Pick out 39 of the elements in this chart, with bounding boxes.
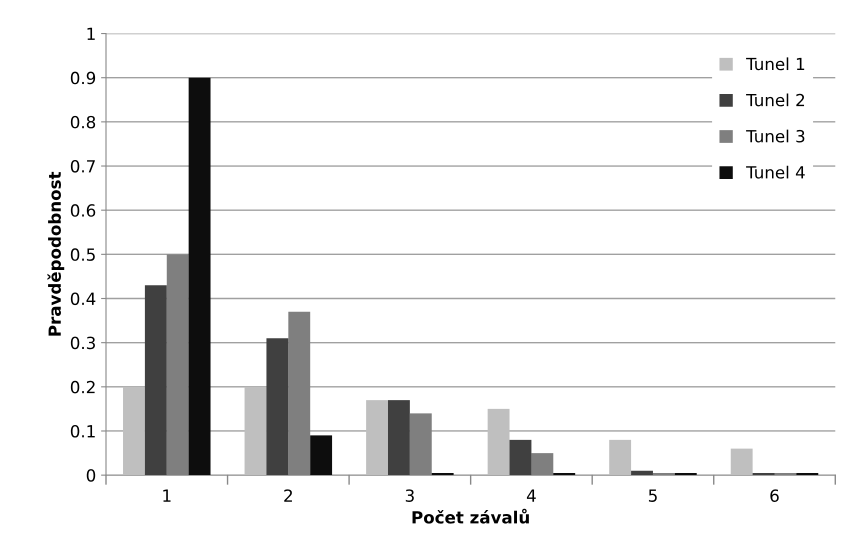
legend-label: Tunel 3 xyxy=(746,130,804,143)
legend-label: Tunel 1 xyxy=(746,57,804,70)
x-tick-label: 5 xyxy=(648,490,657,502)
x-tick-label: 4 xyxy=(526,490,536,502)
y-tick-label: 0.3 xyxy=(70,336,95,350)
y-tick-label: 0.1 xyxy=(70,424,95,438)
bar xyxy=(609,440,632,476)
bar xyxy=(388,400,410,476)
y-tick-label: 0.4 xyxy=(70,292,96,306)
bar xyxy=(510,440,532,476)
x-tick-label: 6 xyxy=(770,489,779,502)
x-axis-title: Počet závalů xyxy=(412,508,529,524)
bar xyxy=(123,386,145,476)
bar xyxy=(144,285,167,476)
legend-label: Tunel 4 xyxy=(746,166,805,179)
bar xyxy=(488,408,510,476)
y-tick-label: 0 xyxy=(86,469,96,482)
bar xyxy=(366,400,388,476)
bar xyxy=(631,470,653,476)
legend-label: Tunel 2 xyxy=(746,94,804,106)
y-tick-label: 0.8 xyxy=(70,116,96,128)
bar xyxy=(730,448,753,476)
y-tick-label: 0.2 xyxy=(70,380,95,394)
y-tick-label: 0.9 xyxy=(70,72,96,84)
y-tick-label: 0.7 xyxy=(70,160,95,173)
y-tick-label: 1 xyxy=(88,28,95,40)
bar xyxy=(188,78,211,476)
y-tick-label: 0.5 xyxy=(70,248,95,261)
x-tick-label: 3 xyxy=(406,489,414,502)
y-tick-label: 0.6 xyxy=(70,204,96,217)
bar xyxy=(244,386,266,476)
bar xyxy=(752,472,775,476)
x-tick-label: 1 xyxy=(163,490,171,502)
bar xyxy=(266,338,288,476)
y-axis-title: Pravděpodobnost xyxy=(47,172,64,336)
bar xyxy=(796,472,818,476)
x-tick-label: 2 xyxy=(284,489,292,502)
bar xyxy=(310,435,332,476)
bar xyxy=(432,472,454,476)
